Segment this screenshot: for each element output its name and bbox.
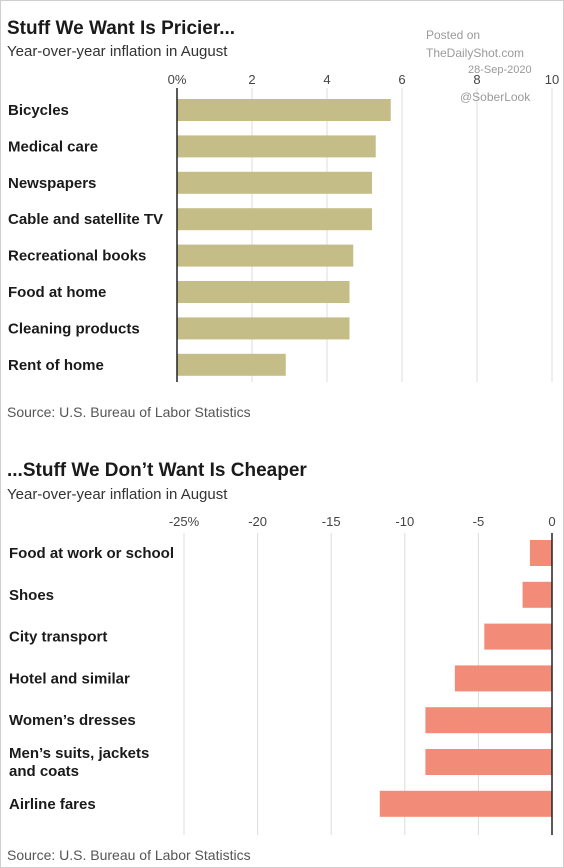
chart2-bar bbox=[379, 790, 552, 817]
chart1-category-label: Bicycles bbox=[8, 102, 69, 119]
chart2-category-label: Shoes bbox=[9, 587, 54, 604]
chart1-bar bbox=[177, 135, 376, 158]
watermark-date: 28-Sep-2020 bbox=[468, 64, 532, 76]
chart1-tick-label: 10 bbox=[545, 72, 559, 87]
chart1-tick-label: 6 bbox=[398, 72, 405, 87]
chart2-tick-label: -15 bbox=[322, 514, 341, 529]
chart1-source: Source: U.S. Bureau of Labor Statistics bbox=[7, 404, 251, 420]
chart2-tick-label: -25% bbox=[169, 514, 200, 529]
chart2-category-label: Men’s suits, jackets bbox=[9, 745, 149, 762]
chart1-tick-label: 2 bbox=[248, 72, 255, 87]
chart2-tick-label: 0 bbox=[548, 514, 555, 529]
chart1-title: Stuff We Want Is Pricier... bbox=[7, 18, 236, 39]
watermark-site: TheDailyShot.com bbox=[426, 46, 525, 60]
chart1-subtitle: Year-over-year inflation in August bbox=[7, 43, 228, 60]
chart1-tick-label: 4 bbox=[323, 72, 330, 87]
chart2-category-label: Food at work or school bbox=[9, 545, 174, 562]
chart2-bar bbox=[529, 540, 552, 566]
chart2-category-label: Women’s dresses bbox=[9, 712, 136, 729]
chart2-tick-label: -5 bbox=[473, 514, 485, 529]
chart1-bar bbox=[177, 99, 391, 121]
chart1-category-label: Food at home bbox=[8, 284, 106, 301]
chart1-bar bbox=[177, 208, 372, 231]
chart1-bar bbox=[177, 281, 350, 303]
chart1-category-label: Recreational books bbox=[8, 248, 146, 265]
chart2-plot: -25% -20 -15 -10 -5 0 Food at work or school Sh… bbox=[9, 514, 556, 835]
chart2-bar bbox=[425, 707, 552, 734]
watermark-posted: Posted on bbox=[426, 28, 481, 42]
chart1-plot: 0% 2 4 6 8 10 Bicycles Medical care Newspapers Ca… bbox=[8, 72, 559, 382]
chart2-category-label: and coats bbox=[9, 763, 79, 780]
chart1-category-label: Cleaning products bbox=[8, 320, 140, 337]
chart2-bar bbox=[425, 749, 552, 775]
chart2-tick-label: -10 bbox=[395, 514, 414, 529]
chart1-bar bbox=[177, 317, 350, 340]
chart1-tick-label: 0% bbox=[168, 72, 187, 87]
chart1-tick-label: 8 bbox=[473, 72, 480, 87]
chart2-bar bbox=[484, 623, 552, 650]
watermark-handle: @SoberLook bbox=[460, 90, 531, 104]
chart1-bar bbox=[177, 244, 354, 267]
chart2-title: ...Stuff We Don’t Want Is Cheaper bbox=[7, 460, 307, 481]
chart2-bar bbox=[522, 581, 552, 608]
chart1-category-label: Cable and satellite TV bbox=[8, 211, 163, 228]
chart1-bar bbox=[177, 171, 372, 194]
chart1-category-label: Rent of home bbox=[8, 357, 104, 374]
chart2-category-label: Hotel and similar bbox=[9, 670, 130, 687]
chart2-subtitle: Year-over-year inflation in August bbox=[7, 486, 228, 503]
chart2-category-label: City transport bbox=[9, 629, 107, 646]
chart1-category-label: Newspapers bbox=[8, 175, 96, 192]
chart2-source: Source: U.S. Bureau of Labor Statistics bbox=[7, 847, 251, 863]
chart2-category-label: Airline fares bbox=[9, 796, 96, 813]
chart2-bar bbox=[454, 665, 552, 692]
chart2-tick-label: -20 bbox=[248, 514, 267, 529]
chart1-category-label: Medical care bbox=[8, 138, 98, 155]
chart1-bar bbox=[177, 353, 286, 376]
